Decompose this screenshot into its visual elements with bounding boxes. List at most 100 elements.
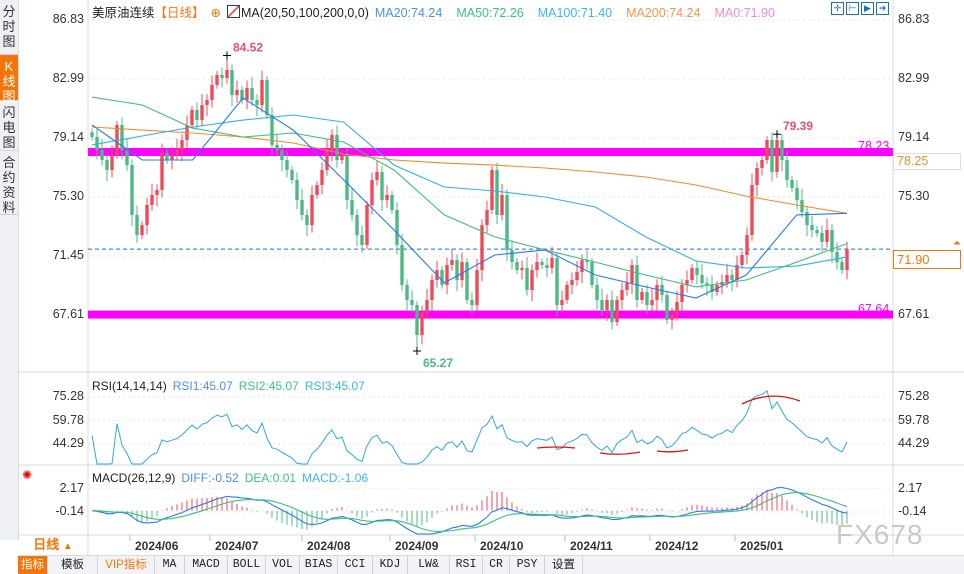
sidebar: 分时图 K线图 闪电图 合约资料 [0, 0, 19, 540]
rsi-tick-left: 59.78 [52, 412, 84, 427]
candle-up [325, 150, 329, 170]
legend-ma-value: MA100:71.40 [537, 6, 613, 20]
candle-up [735, 264, 739, 281]
resistance-label: 78.23 [858, 139, 890, 153]
candle-down [780, 140, 784, 160]
fit-range-icon[interactable]: ⊢ [846, 2, 859, 15]
candle-down [265, 80, 269, 116]
candle-up [485, 210, 489, 226]
indicator-tab[interactable]: BOLL [228, 556, 266, 574]
candle-down [105, 159, 109, 170]
candle-down [545, 264, 549, 269]
indicator-settings-icon[interactable]: ✺ [22, 468, 33, 482]
candle-up [340, 154, 344, 160]
candle-down [195, 109, 199, 120]
candle-up [155, 189, 159, 195]
play-range-icon[interactable]: ▶ [861, 2, 874, 15]
indicator-tab[interactable]: VIP指标 [98, 556, 155, 574]
candle-down [730, 274, 734, 281]
tab-time-share[interactable]: 分时图 [0, 0, 18, 55]
candle-down [830, 229, 834, 252]
date-label: 2024/10 [480, 539, 524, 553]
indicator-tab[interactable]: MA [155, 556, 185, 574]
tab-contract-info[interactable]: 合约资料 [0, 151, 18, 215]
price-tick-left: 82.99 [52, 70, 84, 85]
price-tick-right: 86.83 [898, 12, 930, 26]
candle-up [425, 299, 429, 314]
rsi-tick-left: 44.29 [52, 436, 84, 451]
chart-icon[interactable] [227, 5, 241, 18]
candle-down [695, 268, 699, 275]
candle-down [645, 292, 649, 306]
rsi-tick-right: 75.28 [898, 389, 930, 403]
period-selector[interactable]: 日线 ▲ [18, 535, 88, 555]
candle-up [170, 154, 174, 160]
indicator-tab[interactable]: CCI [338, 556, 373, 574]
candle-up [175, 150, 179, 155]
price-tick-left: 67.61 [52, 307, 84, 322]
candle-down [455, 260, 459, 281]
candle-up [605, 299, 609, 310]
candle-up [370, 179, 374, 205]
candle-up [845, 249, 849, 271]
candle-down [835, 251, 839, 263]
candle-down [665, 295, 669, 320]
period-label[interactable]: 【日线】 [154, 6, 205, 20]
candle-up [315, 185, 319, 195]
macd-dea-value: DEA:0.01 [244, 471, 297, 485]
candle-down [410, 299, 414, 306]
candle-up [225, 70, 229, 79]
candle-down [300, 200, 304, 215]
rsi3-value: RSI3:45.07 [304, 379, 365, 393]
candle-down [585, 260, 589, 263]
symbol-name: 美原油连续 [92, 6, 155, 20]
indicator-tab[interactable]: VOL [266, 556, 300, 574]
tab-kline[interactable]: K线图 [0, 55, 18, 104]
candle-down [600, 299, 604, 310]
rsi1-value: RSI1:45.07 [172, 379, 233, 393]
indicator-tab[interactable]: 指标 [18, 556, 48, 574]
macd-tick-left: -0.14 [55, 504, 85, 518]
indicator-tab[interactable]: RSI [450, 556, 483, 574]
candle-up [670, 315, 674, 320]
candle-down [305, 214, 309, 226]
indicator-tab[interactable]: 模板 [48, 556, 98, 574]
candle-down [165, 152, 169, 160]
candle-up [375, 171, 379, 180]
candle-up [385, 194, 389, 201]
candle-up [520, 268, 524, 271]
candle-up [180, 140, 184, 151]
rsi-legend: RSI(14,14,14) RSI1:45.07 RSI2:45.07 RSI3:45… [92, 379, 371, 393]
exit-icon[interactable]: ➜ [876, 2, 889, 15]
tab-flash[interactable]: 闪电图 [0, 101, 18, 151]
candle-down [345, 154, 349, 201]
candle-up [580, 260, 584, 273]
indicator-tab[interactable]: LW& [408, 556, 450, 574]
indicator-tab[interactable]: MACD [185, 556, 228, 574]
candle-down [255, 99, 259, 106]
candle-up [110, 154, 114, 170]
candle-down [795, 187, 799, 201]
price-tick-right: 82.99 [898, 70, 930, 85]
price-tick-right: 67.61 [898, 307, 930, 322]
candle-up [150, 194, 154, 205]
indicator-tab[interactable]: 设置 [545, 556, 583, 574]
indicator-tab[interactable]: BIAS [300, 556, 338, 574]
indicator-tab[interactable]: KDJ [373, 556, 408, 574]
indicator-tab[interactable]: PSY [510, 556, 545, 574]
indicator-tab[interactable]: CR [483, 556, 510, 574]
crosshair-icon[interactable]: ✛ [831, 2, 844, 15]
legend-ma-value: MA0:71.90 [714, 6, 775, 20]
price-tick-left: 71.45 [52, 248, 84, 263]
candle-up [760, 159, 764, 168]
macd-diff-value: DIFF:-0.52 [181, 471, 239, 485]
candle-up [750, 185, 754, 236]
main-legend: 美原油连续【日线】 ⊕ MA(20,50,100,200,0,0) MA20:74.2… [92, 2, 795, 21]
legend-ma-value: MA20:74.24 [374, 6, 443, 20]
rsi2-value: RSI2:45.07 [238, 379, 299, 393]
scroll-up-icon[interactable]: ⏶ [953, 238, 961, 249]
ma-params: MA(20,50,100,200,0,0) [241, 6, 369, 20]
crosshair-circle-icon[interactable]: ⊕ [210, 6, 222, 20]
candle-down [90, 132, 94, 137]
